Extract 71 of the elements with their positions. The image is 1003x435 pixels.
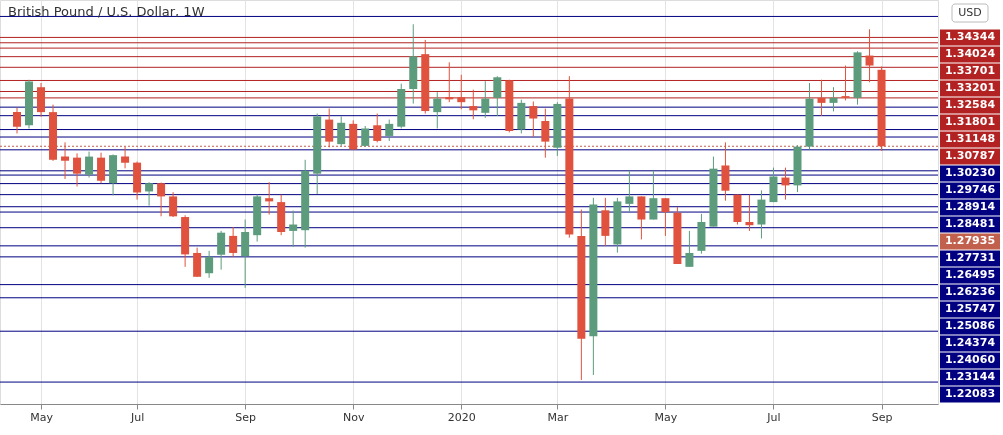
text: 1.32584 xyxy=(944,98,996,112)
candlestick xyxy=(337,115,346,147)
x-tick-label: Sep xyxy=(235,410,257,424)
text: 1.24374 xyxy=(944,336,996,350)
text: 1.34024 xyxy=(944,47,996,61)
text: 1.28481 xyxy=(944,217,996,231)
text: 1.33201 xyxy=(944,81,996,95)
x-tick-label: 2020 xyxy=(447,410,476,424)
candlestick xyxy=(97,152,106,184)
candlestick xyxy=(745,194,754,232)
x-tick-label: Sep xyxy=(871,410,893,424)
candlestick xyxy=(85,151,94,179)
candlestick xyxy=(841,65,850,101)
candlestick xyxy=(157,182,166,217)
candlestick xyxy=(13,107,22,134)
candlestick xyxy=(229,226,238,258)
candlestick xyxy=(325,108,334,148)
text: 1.27935 xyxy=(944,234,996,248)
text: 1.23144 xyxy=(944,370,996,384)
candlestick xyxy=(685,230,694,268)
candlestick xyxy=(61,141,70,180)
text: 1.31148 xyxy=(944,132,996,146)
text: 1.30230 xyxy=(944,166,996,180)
candlestick xyxy=(361,125,370,148)
x-tick-label: Jul xyxy=(129,410,145,424)
text: 1.31801 xyxy=(944,115,996,129)
text: 1.25086 xyxy=(944,319,996,333)
text: 1.34344 xyxy=(944,30,996,44)
text: 1.30787 xyxy=(944,149,996,163)
candlestick xyxy=(169,191,178,218)
candlestick xyxy=(481,80,490,119)
candlestick xyxy=(385,119,394,142)
text: 1.26236 xyxy=(944,285,996,299)
candlestick xyxy=(457,74,466,110)
candlestick xyxy=(121,146,130,169)
x-tick-label: Jul xyxy=(766,410,781,424)
candlestick xyxy=(649,170,658,221)
candlestick xyxy=(661,197,670,237)
candlestick xyxy=(193,247,202,278)
text: 1.29746 xyxy=(944,183,996,197)
candlestick xyxy=(73,152,82,187)
candlestick xyxy=(637,195,646,240)
candlestick xyxy=(541,108,550,159)
x-tick-label: Nov xyxy=(342,410,365,424)
candlestick xyxy=(529,100,538,138)
text: 1.27731 xyxy=(944,251,996,265)
candlestick xyxy=(865,28,874,83)
candlestick xyxy=(625,170,634,213)
text: 1.26495 xyxy=(944,268,996,282)
text: 1.24060 xyxy=(944,353,996,367)
candlestick xyxy=(265,181,274,216)
x-tick-label: May xyxy=(30,410,54,424)
candlestick xyxy=(289,210,298,248)
chart-title: British Pound / U.S. Dollar, 1W xyxy=(8,4,205,19)
text: 1.22083 xyxy=(944,387,996,401)
candlestick xyxy=(817,79,826,117)
text: 1.28914 xyxy=(944,200,996,214)
candlestick xyxy=(145,181,154,207)
candlestick xyxy=(829,86,838,112)
candlestick xyxy=(493,75,502,117)
candlestick xyxy=(373,113,382,143)
x-tick-label: May xyxy=(654,410,678,424)
candlestick xyxy=(217,230,226,271)
text: 1.33701 xyxy=(944,64,996,78)
candlestick xyxy=(445,61,454,103)
candlestick xyxy=(205,250,214,279)
text: USD xyxy=(958,6,982,19)
candlestick xyxy=(469,89,478,120)
text: 1.25747 xyxy=(944,302,996,316)
x-tick-label: Mar xyxy=(547,410,569,424)
candlestick xyxy=(433,91,442,129)
